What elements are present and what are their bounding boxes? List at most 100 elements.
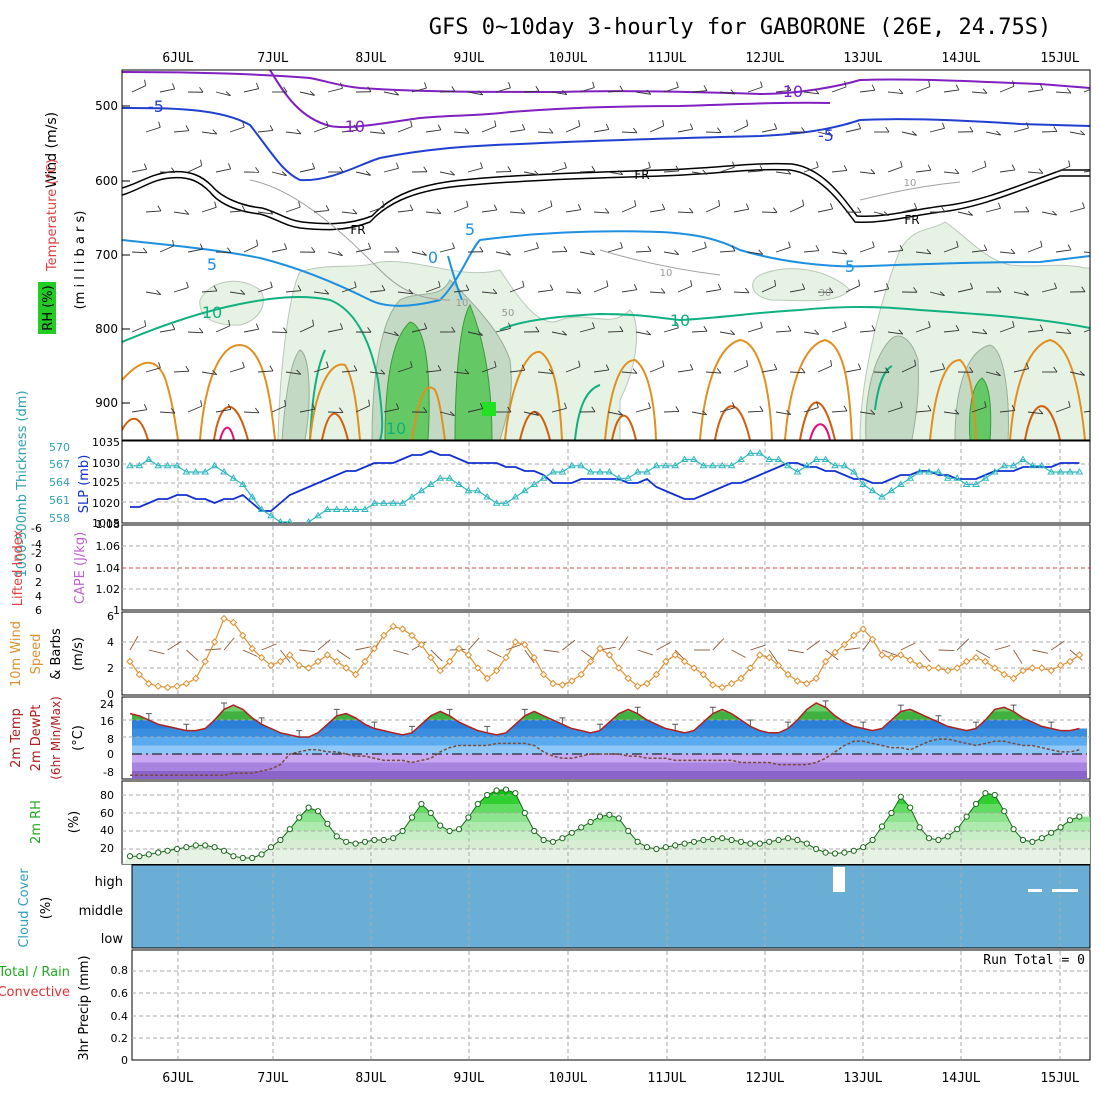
wind-barb xyxy=(131,168,147,173)
cloud-high-gap xyxy=(833,867,845,892)
wind10m-point xyxy=(615,664,623,672)
wind-barb-flag xyxy=(842,249,848,255)
wind-barb-flag xyxy=(870,409,876,415)
wind10m-barb xyxy=(242,649,258,657)
wind-barb-flag xyxy=(550,200,553,207)
wind-barb xyxy=(915,410,931,413)
wind-barb xyxy=(523,90,540,93)
ylabel-rh: RH (%) xyxy=(41,285,56,330)
thickness-point xyxy=(163,461,172,469)
ylabel-precip: 3hr Precip (mm) xyxy=(77,955,92,1060)
rh2m-point xyxy=(408,814,416,821)
wind-barb-flag xyxy=(1054,282,1057,289)
thickness-point xyxy=(849,468,858,475)
date-label: 10JUL xyxy=(548,51,587,66)
wind-barb xyxy=(719,166,735,173)
wind-barb-flag xyxy=(982,329,988,335)
wind10m-point xyxy=(944,666,952,675)
ylabel-cloud: Cloud Cover xyxy=(17,868,32,948)
wind-barb-flag xyxy=(1097,80,1098,86)
wind-barb xyxy=(565,366,581,373)
thickness-point xyxy=(351,505,360,512)
temp-tick: -8 xyxy=(103,766,114,779)
wind-barb xyxy=(383,167,399,173)
wind-barb-flag xyxy=(1096,405,1099,410)
wind-barb-flag xyxy=(353,365,358,371)
wind-barb xyxy=(509,129,525,133)
rh2m-point xyxy=(361,838,369,845)
wind-barb xyxy=(859,89,875,93)
thickness-point xyxy=(417,486,426,494)
thickness-point xyxy=(520,486,529,494)
wind-barb xyxy=(607,247,623,253)
thickness-point xyxy=(464,486,473,494)
rh2m-point xyxy=(427,809,434,817)
wind-barb xyxy=(845,128,861,133)
wind-barb xyxy=(411,251,427,256)
precip-tick: 0 xyxy=(121,1054,128,1067)
wind10m-point xyxy=(727,679,736,688)
wind-barb-flag xyxy=(185,125,190,131)
wind-barb-flag xyxy=(508,82,511,89)
wind-barb xyxy=(551,167,567,173)
wind10m-point xyxy=(408,631,416,640)
wind-barb-flag xyxy=(774,279,777,286)
wind10m-barb xyxy=(543,649,560,653)
rh2m-point xyxy=(540,836,547,844)
wind-barb xyxy=(467,167,483,173)
wind-barb-flag xyxy=(380,369,386,375)
rh2m-point xyxy=(258,851,265,858)
label-rh: 30 xyxy=(819,288,832,299)
wind-barb-flag xyxy=(954,409,960,415)
wind-barb-flag xyxy=(143,404,148,410)
wind-barb xyxy=(845,285,860,293)
wind10m-point xyxy=(370,644,379,653)
wind-barb-flag xyxy=(227,163,232,170)
wind-barb-flag xyxy=(352,209,358,215)
rh2m-point xyxy=(1066,817,1074,824)
date-label: 15JUL xyxy=(1040,51,1079,66)
wind10m-point xyxy=(690,664,698,672)
wind10m-barb xyxy=(1032,649,1049,654)
wind-barb xyxy=(257,370,273,373)
wind-ylabels: 10m Wind Speed & Barbs (m/s) xyxy=(9,621,86,687)
wind-barb xyxy=(481,125,497,133)
ylabel-precip-total: Total / Rain xyxy=(0,965,70,980)
wind-barb xyxy=(901,365,916,373)
wind10m-point xyxy=(483,674,491,683)
wind10m-point xyxy=(765,653,773,662)
rh2m-point xyxy=(568,829,575,836)
rh2m-point xyxy=(709,836,716,843)
wind-barb-flag xyxy=(646,330,652,336)
wind10m-point xyxy=(962,657,971,666)
contour-plus20 xyxy=(321,412,349,440)
wind10m-point xyxy=(1019,666,1027,675)
thickness-point xyxy=(144,455,153,462)
wind-barb xyxy=(971,406,987,413)
wind-barb-flag xyxy=(858,279,861,286)
wind-barb-flag xyxy=(424,322,428,329)
wind-barb-flag xyxy=(619,326,624,332)
wind-barb xyxy=(481,291,497,295)
rh2m-point xyxy=(916,824,923,831)
wind10m-point xyxy=(699,670,708,679)
wind10m-point xyxy=(549,679,557,688)
label-rh: 10 xyxy=(660,268,673,279)
wind-barb xyxy=(187,331,204,334)
wind-barb-flag xyxy=(423,407,428,413)
thickness-point xyxy=(812,455,821,462)
rh2m-point xyxy=(662,844,669,851)
wind-barb-flag xyxy=(200,400,203,407)
label-freezing: FR xyxy=(634,168,649,182)
thickness-point xyxy=(1056,468,1065,475)
rh2m-point xyxy=(719,835,726,842)
label-minus5: -5 xyxy=(148,97,164,116)
wind-barb-flag xyxy=(1095,249,1099,254)
wind-barb-flag xyxy=(564,402,567,409)
rh-tick: 20 xyxy=(100,842,114,855)
label-plus5: 5 xyxy=(465,220,475,239)
wind-barb xyxy=(187,405,202,413)
wind10m-point xyxy=(812,674,820,683)
wind-barb-flag xyxy=(549,284,554,291)
wind-barb-flag xyxy=(1010,248,1016,254)
